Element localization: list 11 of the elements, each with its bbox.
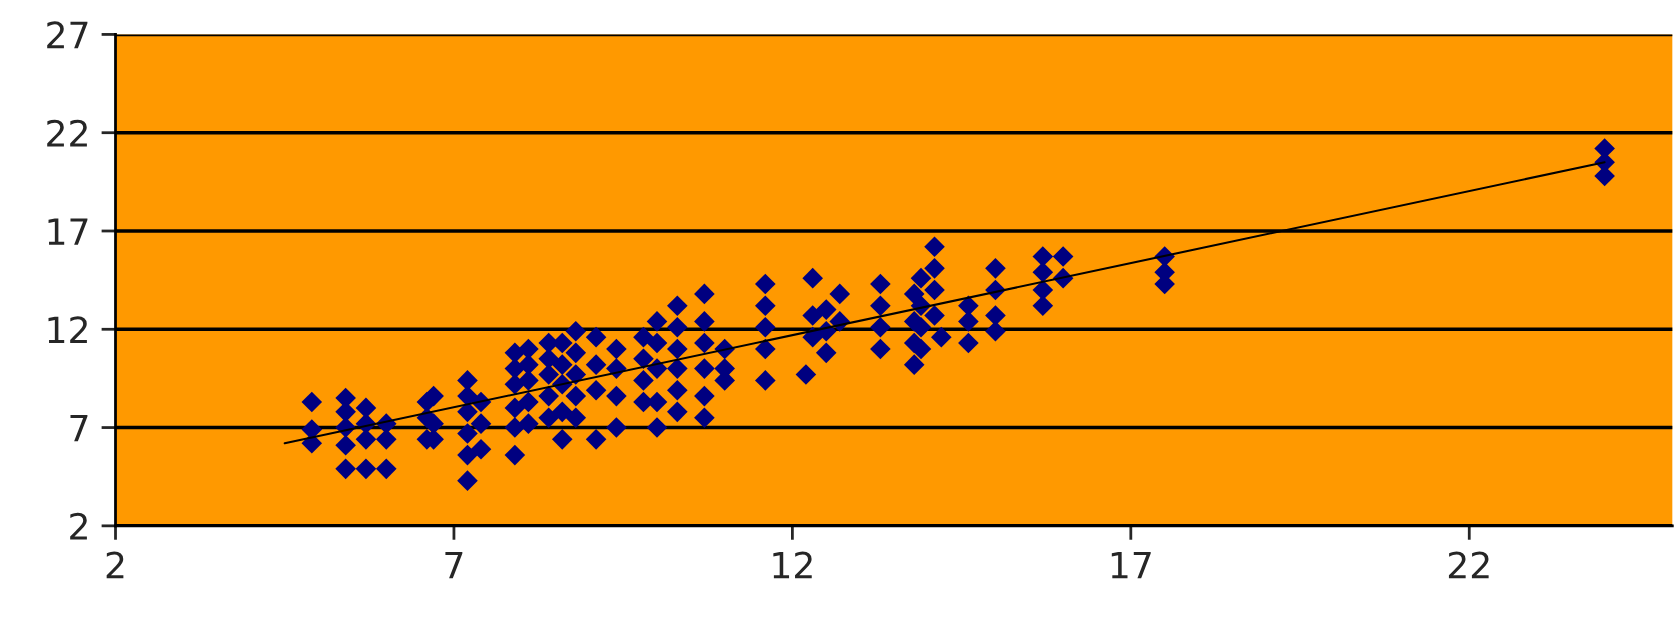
y-tick-label: 12 — [48, 316, 87, 343]
x-tick-label: 22 — [1448, 551, 1489, 579]
x-tick-label: 12 — [773, 551, 812, 579]
y-tick-label: 17 — [48, 218, 88, 245]
y-tick-label: 27 — [47, 21, 88, 49]
y-tick-label: 7 — [70, 414, 88, 442]
x-tick-label: 17 — [1111, 551, 1151, 579]
y-tick-label: 22 — [47, 119, 87, 147]
x-tick-label: 7 — [445, 551, 463, 579]
x-tick-label: 2 — [106, 551, 124, 579]
y-tick-label: 2 — [70, 512, 87, 540]
